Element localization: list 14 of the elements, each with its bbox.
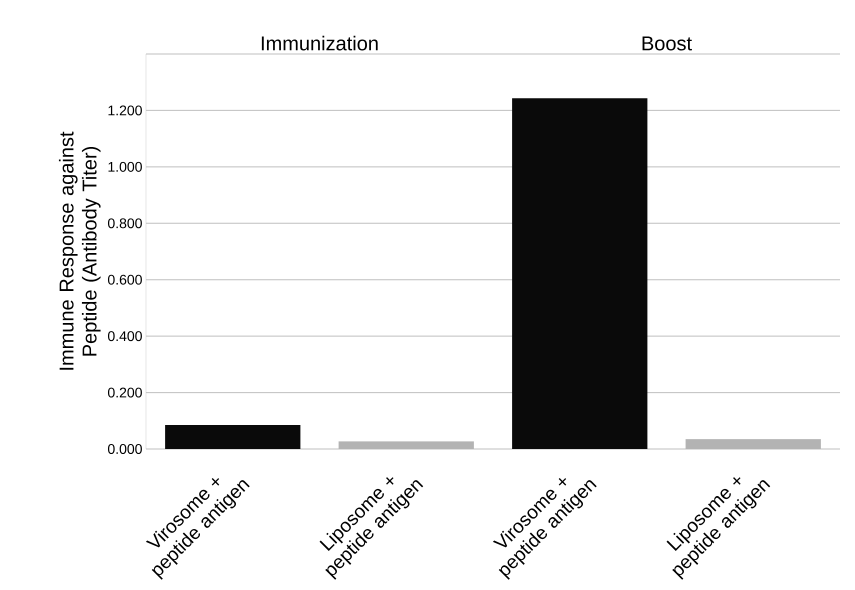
text: Immunization bbox=[262, 36, 378, 50]
bar bbox=[686, 439, 821, 449]
y-tick-label: 0.200 bbox=[108, 388, 142, 398]
y-tick-label: 0.000 bbox=[108, 444, 142, 454]
y-tick-label: 0.600 bbox=[108, 274, 142, 285]
bar bbox=[512, 98, 648, 449]
y-tick-label: 1.000 bbox=[108, 162, 142, 172]
y-tick-label: 0.400 bbox=[108, 331, 142, 342]
bar bbox=[165, 425, 300, 449]
bar bbox=[338, 441, 474, 449]
y-tick-label: 0.800 bbox=[108, 218, 142, 228]
y-axis-title: Immune Response against Peptide (Antibody Titer) bbox=[58, 132, 101, 370]
y-tick-label: 1.200 bbox=[108, 105, 142, 116]
text: Boost bbox=[642, 36, 692, 50]
